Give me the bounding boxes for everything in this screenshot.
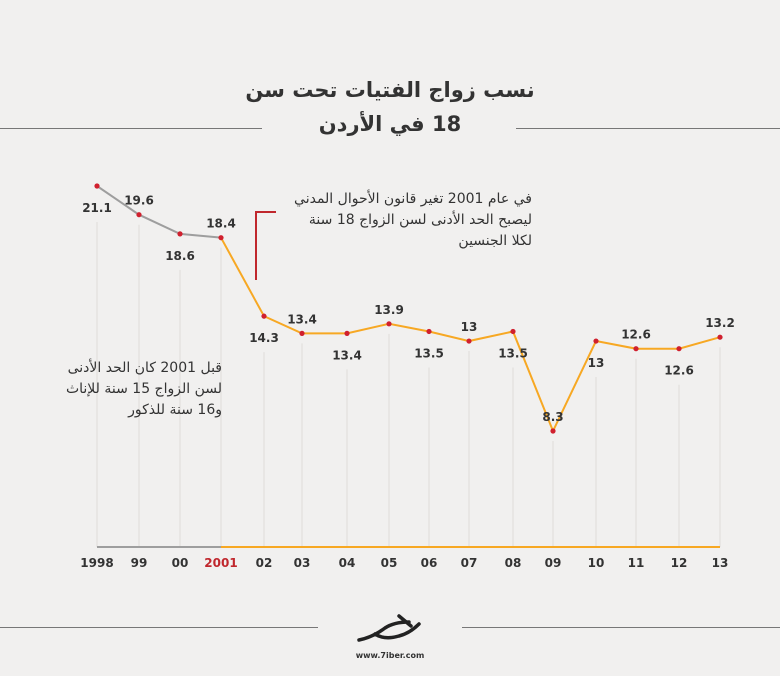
point-04 (344, 330, 350, 336)
footer-rule-left (0, 627, 318, 628)
x-label-09: 09 (545, 556, 562, 570)
point-99 (136, 212, 142, 218)
before-2001-annotation: قبل 2001 كان الحد الأدنى لسن الزواج 15 س… (65, 360, 222, 418)
value-label-09: 8.3 (542, 410, 563, 424)
x-label-05: 05 (381, 556, 398, 570)
point-03 (299, 330, 305, 336)
value-label-11: 12.6 (621, 328, 651, 342)
value-label-05: 13.9 (374, 303, 404, 317)
point-12 (676, 346, 682, 352)
value-label-08: 13.5 (498, 346, 528, 360)
point-08 (510, 328, 516, 335)
point-00 (177, 231, 183, 237)
x-label-04: 04 (339, 556, 356, 570)
point-07 (466, 338, 472, 344)
7iber-logo-icon (357, 614, 421, 642)
value-label-07: 13 (461, 320, 478, 334)
point-1998 (94, 183, 100, 189)
value-label-03: 13.4 (287, 312, 317, 326)
x-label-00: 00 (172, 556, 189, 570)
point-10 (593, 338, 599, 344)
footer-url: www.7iber.com (355, 651, 425, 660)
chart-title-line-2: 18 في الأردن (318, 112, 462, 136)
point-13 (717, 334, 723, 340)
x-label-1998: 1998 (80, 556, 113, 570)
title-rule-right (516, 128, 780, 129)
title-rule-left (0, 128, 262, 129)
point-11 (633, 346, 639, 352)
x-label-10: 10 (588, 556, 605, 570)
value-label-99: 19.6 (124, 194, 154, 208)
value-label-1998: 21.1 (82, 201, 112, 215)
value-label-10: 13 (588, 356, 605, 370)
point-02 (261, 313, 267, 319)
law-change-annotation: في عام 2001 تغير قانون الأحوال المدني لي… (294, 191, 532, 249)
value-label-12: 12.6 (664, 364, 694, 378)
vertical-guides (96, 222, 721, 547)
value-label-2001: 18.4 (206, 217, 236, 231)
x-label-03: 03 (294, 556, 311, 570)
value-label-02: 14.3 (249, 331, 279, 345)
x-label-02: 02 (256, 556, 273, 570)
x-label-08: 08 (505, 556, 522, 570)
value-label-00: 18.6 (165, 249, 195, 263)
point-05 (386, 321, 392, 327)
series-line-before-2001 (96, 185, 222, 239)
x-label-99: 99 (131, 556, 148, 570)
x-label-13: 13 (712, 556, 729, 570)
point-2001 (218, 235, 224, 241)
x-label-06: 06 (421, 556, 438, 570)
value-label-06: 13.5 (414, 346, 444, 360)
point-09 (550, 428, 556, 434)
value-label-13: 13.2 (705, 316, 735, 330)
law-change-marker (255, 211, 276, 280)
value-label-04: 13.4 (332, 348, 362, 362)
footer-rule-right (462, 627, 780, 628)
x-label-12: 12 (671, 556, 688, 570)
value-labels: 21.1 19.6 18.6 18.4 14.3 13.4 13.4 13.9 13.5 13 13… (82, 194, 735, 424)
data-points (94, 183, 723, 434)
annotation-bracket (255, 211, 276, 280)
chart-title-line-1: نسب زواج الفتيات تحت سن (245, 78, 535, 102)
point-06 (426, 328, 432, 335)
x-label-11: 11 (628, 556, 645, 570)
x-label-07: 07 (461, 556, 478, 570)
x-label-2001: 2001 (204, 556, 237, 570)
x-tick-labels: 1998 99 00 2001 02 03 04 05 06 07 08 09 10 11 12 13 (80, 556, 728, 570)
